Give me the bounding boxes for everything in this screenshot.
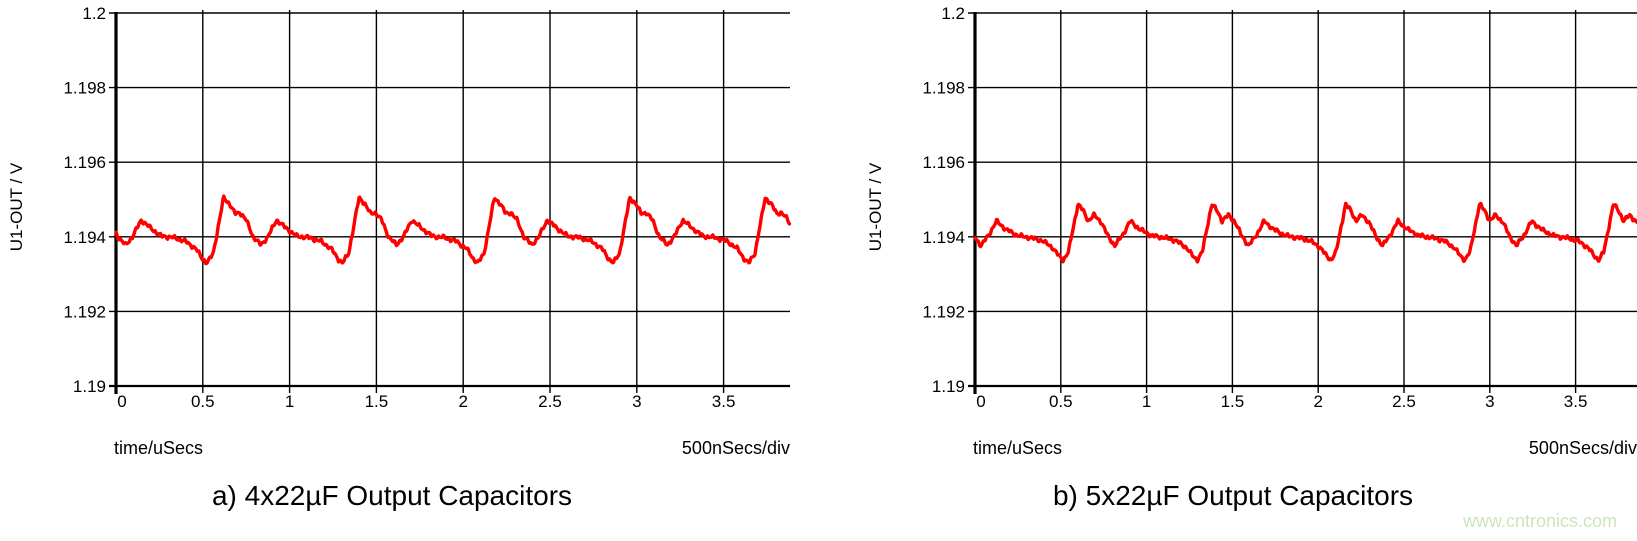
x-tick-label-b: 0 (976, 392, 985, 411)
x-tick-label-a: 0.5 (191, 392, 215, 411)
plot-a-y-axis-title: U1-OUT / V (7, 162, 26, 252)
x-tick-label-b: 3 (1485, 392, 1494, 411)
y-tick-label-a: 1.194 (63, 228, 106, 247)
y-tick-label-a: 1.2 (82, 4, 106, 23)
y-tick-label-b: 1.194 (922, 228, 965, 247)
watermark: www.cntronics.com (1462, 511, 1617, 531)
x-tick-label-a: 2 (458, 392, 467, 411)
x-tick-label-b: 0.5 (1049, 392, 1073, 411)
y-tick-label-b: 1.19 (932, 377, 965, 396)
waveform-trace-a (114, 194, 792, 266)
x-tick-label-b: 2.5 (1392, 392, 1416, 411)
x-tick-label-b: 2 (1313, 392, 1322, 411)
y-tick-label-a: 1.19 (73, 377, 106, 396)
plot-b-scale-note: 500nSecs/div (1528, 438, 1637, 458)
y-tick-label-b: 1.2 (941, 4, 965, 23)
plot-a-scale-note: 500nSecs/div (681, 438, 790, 458)
y-tick-label-b: 1.196 (922, 153, 965, 172)
x-tick-label-a: 3.5 (712, 392, 736, 411)
x-tick-label-a: 1 (285, 392, 294, 411)
y-tick-label-a: 1.198 (63, 79, 106, 98)
waveform-trace-b (973, 201, 1637, 264)
x-tick-label-b: 1.5 (1221, 392, 1245, 411)
plot-a-x-axis-title: time/uSecs (114, 438, 204, 458)
y-tick-label-b: 1.198 (922, 79, 965, 98)
plot-b-x-axis-title: time/uSecs (973, 438, 1063, 458)
x-tick-label-a: 2.5 (538, 392, 562, 411)
plot-a-caption: a) 4x22µF Output Capacitors (211, 480, 573, 511)
plot-b-y-axis-title: U1-OUT / V (866, 162, 885, 252)
y-tick-label-b: 1.192 (922, 302, 965, 321)
x-tick-label-a: 3 (632, 392, 641, 411)
plot-b-caption: b) 5x22µF Output Capacitors (1052, 480, 1414, 511)
y-tick-label-a: 1.192 (63, 302, 106, 321)
x-tick-label-a: 0 (117, 392, 126, 411)
x-tick-label-b: 3.5 (1564, 392, 1588, 411)
y-tick-label-a: 1.196 (63, 153, 106, 172)
x-tick-label-b: 1 (1142, 392, 1151, 411)
x-tick-label-a: 1.5 (365, 392, 389, 411)
